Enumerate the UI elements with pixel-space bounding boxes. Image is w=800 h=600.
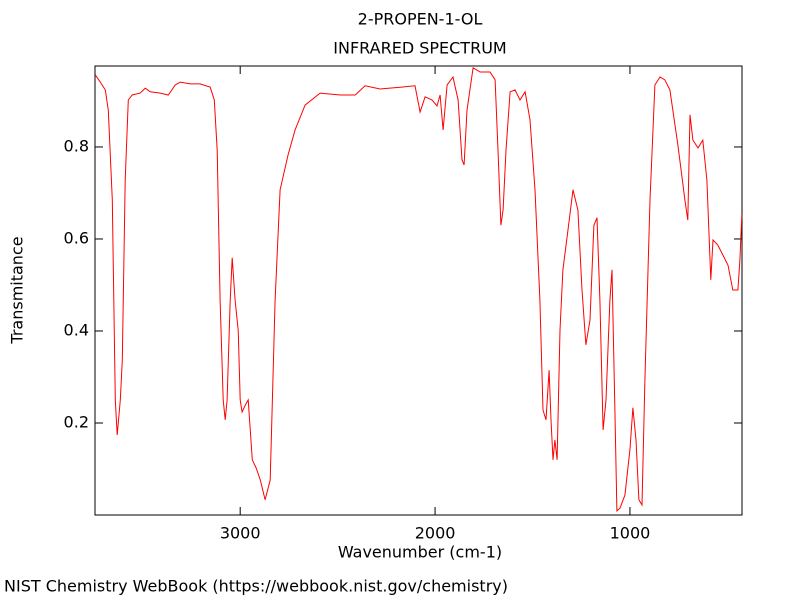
y-axis-label: Transmitance xyxy=(8,236,27,344)
source-note: NIST Chemistry WebBook (https://webbook.… xyxy=(4,577,508,596)
x-tick-label: 1000 xyxy=(610,524,651,543)
x-tick-label: 2000 xyxy=(415,524,456,543)
chart-title: 2-PROPEN-1-OL xyxy=(358,10,483,29)
x-tick-label: 3000 xyxy=(220,524,261,543)
y-tick-label: 0.2 xyxy=(64,412,89,431)
plot-frame xyxy=(94,65,743,516)
x-axis-label: Wavenumber (cm-1) xyxy=(338,543,502,562)
y-tick-label: 0.4 xyxy=(64,320,89,339)
y-tick-label: 0.6 xyxy=(64,228,89,247)
spectrum-line xyxy=(94,66,743,513)
chart-subtitle: INFRARED SPECTRUM xyxy=(333,39,506,58)
y-tick-label: 0.8 xyxy=(64,136,89,155)
